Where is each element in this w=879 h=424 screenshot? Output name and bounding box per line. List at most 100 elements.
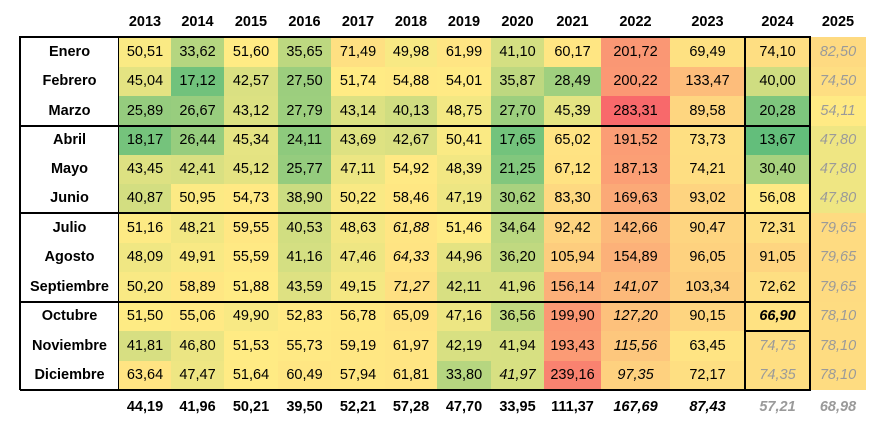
value-cell-marzo-2014: 26,67 <box>171 96 224 126</box>
month-label-abril: Abril <box>52 132 87 148</box>
quarter-divider-3 <box>20 125 811 127</box>
value-cell-septiembre-2018: 71,27 <box>385 272 437 302</box>
value-cell-julio-2021: 92,42 <box>544 213 601 243</box>
value-cell-noviembre-2017: 59,19 <box>331 331 385 361</box>
value-cell-agosto-2016: 41,16 <box>278 243 331 272</box>
year-header-2014: 2014 <box>181 14 214 30</box>
value-cell-abril-2017: 43,69 <box>331 126 385 155</box>
value-cell-abril-2016: 24,11 <box>278 126 331 155</box>
value-cell-octubre-2019: 47,16 <box>437 302 491 331</box>
value-cell-julio-2016: 40,53 <box>278 213 331 243</box>
value-cell-marzo-2015: 43,12 <box>224 96 278 126</box>
value-cell-agosto-2018: 64,33 <box>385 243 437 272</box>
col-2024-divider <box>744 36 746 390</box>
value-cell-marzo-2020: 27,70 <box>491 96 544 126</box>
col-2024-box-bottom <box>744 330 810 332</box>
value-cell-abril-2013: 18,17 <box>119 126 171 155</box>
value-cell-agosto-2021: 105,94 <box>544 243 601 272</box>
value-cell-agosto-2022: 154,89 <box>601 243 670 272</box>
value-cell-marzo-2021: 45,39 <box>544 96 601 126</box>
value-cell-noviembre-2024: 74,75 <box>745 331 810 361</box>
value-cell-febrero-2020: 35,87 <box>491 67 544 96</box>
value-cell-noviembre-2013: 41,81 <box>119 331 171 361</box>
value-cell-junio-2023: 93,02 <box>670 184 745 213</box>
value-cell-diciembre-2017: 57,94 <box>331 361 385 390</box>
value-cell-junio-2017: 50,22 <box>331 184 385 213</box>
total-2022: 167,69 <box>613 399 658 415</box>
value-cell-septiembre-2025: 79,65 <box>810 272 866 302</box>
value-cell-junio-2024: 56,08 <box>745 184 810 213</box>
value-cell-noviembre-2020: 41,94 <box>491 331 544 361</box>
value-cell-noviembre-2022: 115,56 <box>601 331 670 361</box>
year-header-2021: 2021 <box>556 14 589 30</box>
month-label-marzo: Marzo <box>48 103 91 119</box>
value-cell-enero-2017: 71,49 <box>331 37 385 67</box>
value-cell-mayo-2015: 45,12 <box>224 155 278 184</box>
value-cell-julio-2017: 48,63 <box>331 213 385 243</box>
value-cell-noviembre-2025: 78,10 <box>810 331 866 361</box>
value-cell-junio-2013: 40,87 <box>119 184 171 213</box>
value-cell-enero-2013: 50,51 <box>119 37 171 67</box>
value-cell-febrero-2021: 28,49 <box>544 67 601 96</box>
total-2013: 44,19 <box>126 399 164 415</box>
value-cell-septiembre-2021: 156,14 <box>544 272 601 302</box>
value-cell-marzo-2023: 89,58 <box>670 96 745 126</box>
value-cell-julio-2025: 79,65 <box>810 213 866 243</box>
value-cell-noviembre-2018: 61,97 <box>385 331 437 361</box>
value-cell-abril-2025: 47,80 <box>810 126 866 155</box>
value-cell-diciembre-2019: 33,80 <box>437 361 491 390</box>
total-2019: 47,70 <box>445 399 483 415</box>
value-cell-mayo-2025: 47,80 <box>810 155 866 184</box>
quarter-divider-6 <box>20 212 811 214</box>
total-2018: 57,28 <box>392 399 430 415</box>
value-cell-diciembre-2018: 61,81 <box>385 361 437 390</box>
value-cell-septiembre-2023: 103,34 <box>670 272 745 302</box>
value-cell-septiembre-2024: 72,62 <box>745 272 810 302</box>
value-cell-octubre-2021: 199,90 <box>544 302 601 331</box>
value-cell-octubre-2018: 65,09 <box>385 302 437 331</box>
value-cell-febrero-2024: 40,00 <box>745 67 810 96</box>
value-cell-septiembre-2013: 50,20 <box>119 272 171 302</box>
value-cell-marzo-2016: 27,79 <box>278 96 331 126</box>
value-cell-abril-2021: 65,02 <box>544 126 601 155</box>
value-cell-noviembre-2016: 55,73 <box>278 331 331 361</box>
table-border-top <box>20 36 811 38</box>
value-cell-mayo-2020: 21,25 <box>491 155 544 184</box>
value-cell-marzo-2017: 43,14 <box>331 96 385 126</box>
value-cell-octubre-2015: 49,90 <box>224 302 278 331</box>
month-label-junio: Junio <box>50 190 89 206</box>
value-cell-agosto-2015: 55,59 <box>224 243 278 272</box>
value-cell-febrero-2019: 54,01 <box>437 67 491 96</box>
value-cell-junio-2019: 47,19 <box>437 184 491 213</box>
value-cell-septiembre-2015: 51,88 <box>224 272 278 302</box>
value-cell-febrero-2022: 200,22 <box>601 67 670 96</box>
value-cell-febrero-2014: 17,12 <box>171 67 224 96</box>
value-cell-octubre-2016: 52,83 <box>278 302 331 331</box>
value-cell-julio-2013: 51,16 <box>119 213 171 243</box>
total-2025: 68,98 <box>819 399 857 415</box>
month-label-septiembre: Septiembre <box>30 279 109 295</box>
value-cell-enero-2014: 33,62 <box>171 37 224 67</box>
value-cell-marzo-2013: 25,89 <box>119 96 171 126</box>
value-cell-febrero-2013: 45,04 <box>119 67 171 96</box>
value-cell-abril-2022: 191,52 <box>601 126 670 155</box>
value-cell-febrero-2018: 54,88 <box>385 67 437 96</box>
value-cell-mayo-2013: 43,45 <box>119 155 171 184</box>
value-cell-diciembre-2024: 74,35 <box>745 361 810 390</box>
value-cell-diciembre-2025: 78,10 <box>810 361 866 390</box>
value-cell-enero-2025: 82,50 <box>810 37 866 67</box>
value-cell-diciembre-2023: 72,17 <box>670 361 745 390</box>
value-cell-agosto-2025: 79,65 <box>810 243 866 272</box>
value-cell-septiembre-2014: 58,89 <box>171 272 224 302</box>
year-header-2018: 2018 <box>394 14 428 30</box>
value-cell-mayo-2023: 74,21 <box>670 155 745 184</box>
year-header-2016: 2016 <box>288 14 321 30</box>
value-cell-diciembre-2021: 239,16 <box>544 361 601 390</box>
total-2017: 52,21 <box>339 399 377 415</box>
year-header-2019: 2019 <box>447 14 481 30</box>
value-cell-mayo-2021: 67,12 <box>544 155 601 184</box>
value-cell-julio-2022: 142,66 <box>601 213 670 243</box>
value-cell-enero-2018: 49,98 <box>385 37 437 67</box>
value-cell-junio-2018: 58,46 <box>385 184 437 213</box>
value-cell-noviembre-2021: 193,43 <box>544 331 601 361</box>
